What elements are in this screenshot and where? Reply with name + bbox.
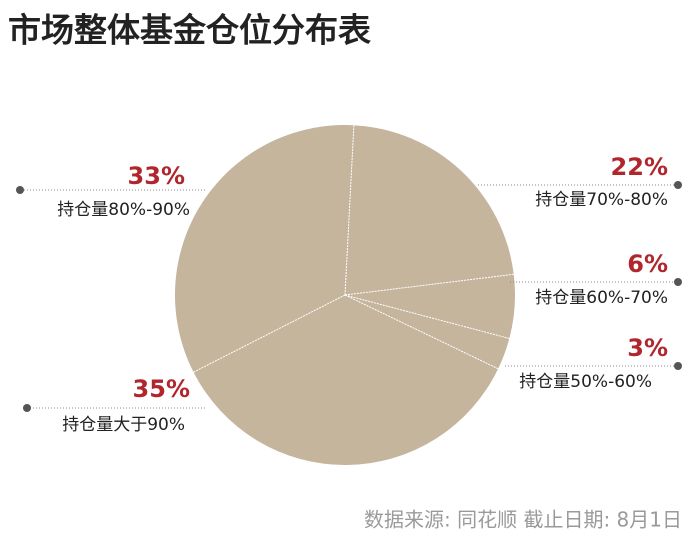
pie-slice [345, 274, 515, 339]
pie-slice [345, 295, 510, 369]
value-label: 3% [627, 334, 668, 362]
leader-dot [16, 186, 24, 194]
category-label: 持仓量70%-80% [535, 190, 668, 210]
leader-dot [674, 278, 682, 286]
slice-border [344, 273, 514, 296]
pie-slice [175, 125, 354, 373]
category-label: 持仓量50%-60% [519, 372, 652, 392]
pie-slice [345, 125, 514, 296]
leader-dot [674, 362, 682, 370]
slice-border [344, 125, 355, 296]
value-label: 22% [611, 153, 668, 181]
slice-border [344, 294, 499, 370]
category-label: 持仓量大于90% [62, 415, 185, 435]
value-label: 35% [133, 375, 190, 403]
slice-border [344, 294, 510, 339]
value-label: 6% [627, 250, 668, 278]
source: 数据来源: 同花顺 截止日期: 8月1日 [364, 508, 682, 532]
value-label: 33% [128, 162, 185, 190]
slice-border [193, 294, 346, 373]
chart-title: 市场整体基金仓位分布表 [8, 11, 371, 50]
leader-dot [23, 404, 31, 412]
category-label: 持仓量80%-90% [57, 200, 190, 220]
leader-dot [674, 181, 682, 189]
category-label: 持仓量60%-70% [535, 288, 668, 308]
pie-slice [193, 295, 499, 465]
